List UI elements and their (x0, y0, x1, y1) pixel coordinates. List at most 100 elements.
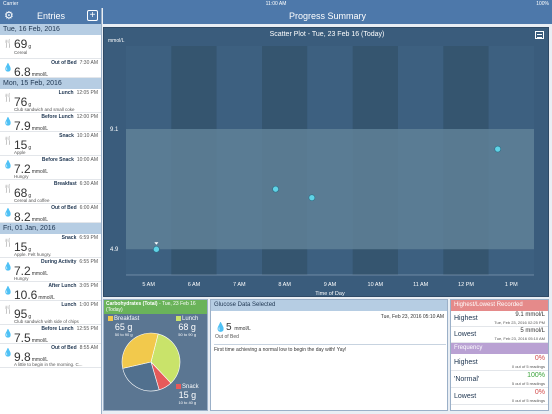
page-title: Progress Summary (103, 8, 552, 24)
legend-breakfast[interactable]: Breakfast 65 g 50 to 90 g (108, 316, 139, 337)
entry-number: 7.5 (14, 331, 31, 345)
glucose-data-header: Glucose Data Selected (211, 300, 447, 311)
entry-label-text: Out of Bed (51, 205, 77, 211)
entry-time: 3:05 PM (79, 283, 98, 289)
add-entry-button[interactable]: + (87, 10, 98, 21)
blood-drop-icon: 💧 (3, 160, 13, 169)
glucose-label: Out of Bed (215, 334, 239, 340)
entry-label-text: Before Lunch (41, 326, 74, 332)
x-tick-label: 8 AM (278, 282, 291, 288)
entry-row[interactable]: 💧 Before Lunch 12:55 PM 7.5mmol/L (0, 325, 101, 345)
carbohydrates-pie-chart (121, 332, 181, 392)
blood-drop-icon: 💧 (3, 348, 13, 357)
breakfast-grams: 65 g (114, 322, 133, 333)
glucose-comment: First time achieving a normal low to beg… (214, 344, 446, 353)
frequency-row-lowest: Lowest 0% 0 out of 5 readings (451, 388, 548, 405)
chart-menu-icon[interactable] (535, 31, 544, 39)
legend-lunch[interactable]: Lunch 68 g 50 to 90 g (176, 316, 198, 337)
entry-label-text: During Activity (41, 259, 77, 265)
entry-label: Breakfast 6:30 AM (54, 181, 98, 187)
entry-note: Apple. Felt hungry. (14, 252, 52, 257)
lunch-slice[interactable] (150, 333, 181, 384)
entry-label-text: Before Snack (41, 157, 74, 163)
entry-unit: mmol/L (31, 338, 49, 344)
entry-value: 95g (14, 307, 31, 321)
entry-unit: g (28, 145, 32, 151)
entry-unit: g (28, 193, 32, 199)
entry-number: 15 (14, 138, 28, 152)
entry-label: Out of Bed 7:30 AM (51, 60, 98, 66)
entry-row[interactable]: 🍴 69g Cereal (0, 35, 101, 59)
entry-row[interactable]: 💧 Out of Bed 8:55 AM 9.8mmol/L A little to b… (0, 344, 101, 368)
entry-unit: g (28, 44, 32, 50)
frequency-highest-key: Highest (454, 359, 478, 366)
entry-unit: mmol/L (31, 271, 49, 277)
entry-number: 68 (14, 186, 28, 200)
entry-number: 15 (14, 240, 28, 254)
entry-row[interactable]: 💧 After Lunch 3:05 PM 10.6mmol/L (0, 282, 101, 302)
entry-label-text: Snack (59, 133, 74, 139)
entry-note: Club sandwich with side of chips (14, 319, 79, 324)
entry-value: 9.8mmol/L (14, 350, 48, 364)
blood-drop-icon: 💧 (3, 63, 13, 72)
remaining-slice[interactable] (122, 361, 160, 392)
blood-drop-icon: 💧 (215, 322, 227, 332)
chart-title: Scatter Plot - Tue, 23 Feb 16 (Today) (269, 31, 385, 38)
frequency-highest-detail: 0 out of 5 readings (511, 364, 545, 369)
entry-list: Tue, 16 Feb, 2016 🍴 69g Cereal 💧 Out of Bed 7:… (0, 24, 101, 368)
entry-value: 69g (14, 37, 31, 51)
entry-row[interactable]: 💧 Before Snack 10:00 AM 7.2mmol/L Hungry (0, 156, 101, 180)
entry-value: 76g (14, 95, 31, 109)
day-header: Tue, 16 Feb, 2016 (0, 24, 101, 35)
entry-row[interactable]: 🍴 Snack 6:59 PM 15g Apple. Felt hungry. (0, 234, 101, 258)
entry-value: 7.5mmol/L (14, 331, 48, 345)
scatter-plot-svg: 4.9 9.1 5 AM 6 AM 7 AM 8 AM 9 AM 10 AM 11 AM 12 P… (110, 46, 534, 297)
y-tick-label: 9.1 (110, 127, 119, 133)
y-tick-label: 4.9 (110, 247, 119, 253)
entry-row[interactable]: 🍴 Snack 10:10 AM 15g Apple (0, 132, 101, 156)
entry-time: 6:59 PM (79, 235, 98, 241)
lunch-grams: 68 g (178, 322, 196, 333)
entry-row[interactable]: 🍴 Breakfast 6:30 AM 68g Cereal and coffee (0, 180, 101, 204)
entry-label: Lunch 1:00 PM (61, 302, 98, 308)
lunch-swatch (176, 316, 181, 321)
entry-time: 6:00 AM (79, 205, 98, 211)
carrier-label: Carrier (3, 1, 19, 7)
data-point (153, 245, 160, 253)
carbohydrates-body: Breakfast 65 g 50 to 90 g Lunch 68 g 50 … (104, 314, 207, 410)
entry-row[interactable]: 💧 Out of Bed 6:00 AM 8.2mmol/L (0, 204, 101, 224)
status-bar: Carrier 11:00 AM 100% (0, 0, 552, 8)
status-time: 11:00 AM (265, 1, 287, 7)
entry-time: 1:00 PM (79, 302, 98, 308)
entry-row[interactable]: 🍴 Lunch 1:00 PM 95g Club sandwich with side … (0, 301, 101, 325)
fork-knife-icon: 🍴 (3, 93, 13, 102)
highest-lowest-panel: Highest/Lowest Recorded Highest 9.1 mmol… (450, 299, 549, 411)
entry-row[interactable]: 🍴 Lunch 12:05 PM 76g Club sandwich and small… (0, 89, 101, 113)
entry-row[interactable]: 💧 Out of Bed 7:30 AM 6.8mmol/L (0, 59, 101, 79)
entry-note: Apple (14, 150, 26, 155)
glucose-unit: mmol/L (234, 326, 251, 332)
entry-label: Before Lunch 12:00 PM (41, 114, 98, 120)
y-axis-label: mmol/L (108, 38, 125, 44)
lunch-range: 50 to 90 g (178, 332, 197, 338)
day-header: Mon, 15 Feb, 2016 (0, 78, 101, 89)
frequency-row-normal: 'Normal' 100% 5 out of 5 readings (451, 371, 548, 388)
entry-time: 7:30 AM (79, 60, 98, 66)
entry-value: 10.6mmol/L (14, 288, 55, 302)
entry-number: 7.2 (14, 162, 31, 176)
legend-snack[interactable]: Snack 15 g 10 to 40 g (176, 384, 199, 405)
entry-label: Out of Bed 6:00 AM (51, 205, 98, 211)
breakfast-slice[interactable] (121, 332, 159, 369)
entry-time: 6:30 AM (79, 181, 98, 187)
fork-knife-icon: 🍴 (3, 305, 13, 314)
entry-row[interactable]: 💧 During Activity 6:55 PM 7.2mmol/L Hungry (0, 258, 101, 282)
entry-row[interactable]: 💧 Before Lunch 12:00 PM 7.9mmol/L (0, 113, 101, 133)
fork-knife-icon: 🍴 (3, 238, 13, 247)
entry-value: 15g (14, 138, 31, 152)
entry-unit: mmol/L (31, 72, 49, 78)
entry-note: A little to begin in the morning. C... (14, 362, 83, 367)
entry-unit: mmol/L (31, 217, 49, 223)
gear-icon[interactable]: ⚙ (4, 10, 14, 22)
entry-value: 6.8mmol/L (14, 65, 48, 79)
lunch-label: Lunch (182, 316, 199, 323)
